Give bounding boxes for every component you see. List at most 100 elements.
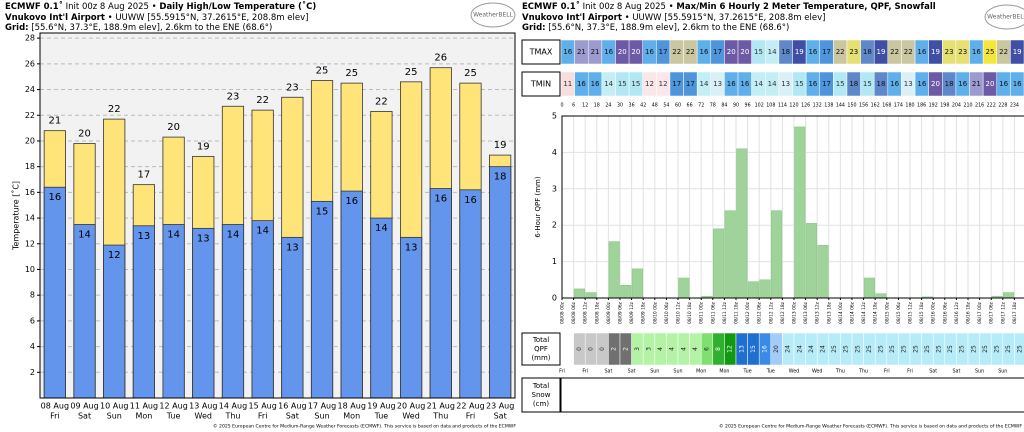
qpf-total: 0 [576,347,583,351]
hour-label: 210 [963,103,972,109]
temp-value: 19 [795,48,804,56]
temp-value: 19 [1013,48,1022,56]
temp-value: 16 [808,48,817,56]
x-tick-label: 19 Aug [367,402,395,411]
hour-label: 72 [698,103,704,109]
x-tick-weekday: Thu [432,412,448,421]
temp-value: 22 [686,48,695,56]
bar [573,288,585,299]
qpf-total: 3 [634,347,641,351]
x-tick-label: 09 Aug [70,402,98,411]
x-tick-label: 10 Aug [100,402,128,411]
hour-label: 18 [594,103,600,109]
hour-label: 42 [640,103,646,109]
qpf-total: 25 [970,345,977,353]
hour-label: 24 [605,103,611,109]
value-label: 13 [286,242,299,253]
date-label: 08/16 12z [954,301,960,324]
temp-value: 17 [713,48,722,56]
temp-value: 17 [822,80,831,88]
temp-value: 14 [768,48,777,56]
hour-label: 144 [836,103,845,109]
bar [631,268,643,299]
temp-value: 19 [931,48,940,56]
bar [585,292,597,299]
x-tick-label: 12 Aug [159,402,187,411]
value-label: 18 [494,172,507,183]
day-label: Sat [628,369,636,375]
temp-value: 14 [604,80,613,88]
hour-label: 174 [894,103,903,109]
model: ECMWF 0.1˚ [5,2,63,12]
date-label: 08/15 06z [896,301,902,324]
date-label: 08/13 18z [826,301,832,324]
logo-ring [470,2,516,28]
value-label: 19 [197,141,210,152]
temp-value: 15 [631,80,640,88]
day-label: Tue [742,369,751,375]
day-label: Sun [673,369,682,375]
qpf-total: 16 [762,345,769,353]
hour-label: 180 [905,103,914,109]
value-label: 16 [464,195,477,206]
value-label: 22 [375,96,388,107]
value-label: 16 [345,196,358,207]
value-label: 13 [138,231,151,242]
y-tick-label: 4 [552,148,557,157]
footer: © 2025 European Centre for Medium-Range … [213,423,516,430]
value-label: 14 [78,229,91,240]
value-label: 14 [167,229,180,240]
value-label: 17 [138,170,151,181]
qpf-total: 24 [820,345,827,353]
date-label: 08/11 18z [734,301,740,324]
x-tick-weekday: Mon [135,412,152,421]
hour-label: 204 [952,103,961,109]
qpf-total: 0 [599,347,606,351]
x-tick-weekday: Wed [402,412,419,421]
qpf-total: 8 [715,347,722,351]
value-label: 22 [108,104,121,115]
qpf-total: 24 [785,345,792,353]
day-label: Sun [998,369,1007,375]
value-label: 14 [256,226,269,237]
temp-value: 20 [727,48,736,56]
x-tick-label: 22 Aug [456,402,484,411]
x-tick-label: 21 Aug [427,402,455,411]
station: Vnukovo Int'l Airport [5,12,105,23]
logo: WeatherBELL [987,14,1024,21]
day-label: Mon [719,369,729,375]
date-label: 08/11 06z [710,301,716,324]
value-label: 23 [286,82,299,93]
hour-label: 48 [652,103,658,109]
x-tick-label: 13 Aug [189,402,217,411]
right-header: ECMWF 0.1˚ Init 00z 8 Aug 2025 • Max/Min… [522,2,936,34]
right-chart: TMAX 16 21 21 16 20 20 16 17 22 22 16 17 20 20 15 14 18 19… [521,4,1024,430]
date-label: 08/12 18z [780,301,786,324]
date-label: 08/08 12z [583,301,589,324]
x-tick-weekday: Sun [107,412,122,421]
qpf-total: 25 [889,345,896,353]
hour-label: 216 [975,103,984,109]
temp-value: 16 [591,80,600,88]
hour-label: 234 [1010,103,1019,109]
date-label: 08/10 18z [687,301,693,324]
date-label: 08/17 00z [977,301,983,324]
qpf-total: 25 [878,345,885,353]
x-tick-label: 08 Aug [41,402,69,411]
hour-label: 90 [733,103,739,109]
date-label: 08/17 06z [989,301,995,324]
date-label: 08/13 06z [803,301,809,324]
bar [736,148,748,299]
bar [132,225,155,399]
date-label: 08/09 00z [606,301,612,324]
x-tick-label: 11 Aug [130,402,158,411]
date-label: 08/15 00z [884,301,890,324]
temp-value: 16 [972,48,981,56]
hour-label: 168 [882,103,891,109]
temp-value: 18 [863,48,872,56]
value-label: 25 [316,66,329,77]
date-label: 08/10 12z [676,301,682,324]
value-label: 25 [405,67,418,78]
temp-value: 22 [890,48,899,56]
